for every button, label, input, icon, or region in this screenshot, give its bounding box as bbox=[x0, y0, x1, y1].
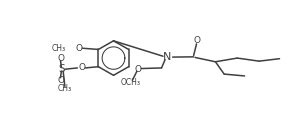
Text: O: O bbox=[57, 76, 64, 85]
Text: O: O bbox=[193, 36, 200, 45]
Text: N: N bbox=[163, 52, 172, 62]
Text: O: O bbox=[76, 44, 83, 53]
Text: S: S bbox=[59, 64, 65, 74]
Text: OCH₃: OCH₃ bbox=[121, 78, 141, 87]
Text: CH₃: CH₃ bbox=[52, 44, 66, 53]
Text: CH₃: CH₃ bbox=[58, 84, 72, 93]
Text: O: O bbox=[79, 63, 86, 72]
Text: O: O bbox=[135, 65, 142, 74]
Text: O: O bbox=[57, 54, 64, 63]
